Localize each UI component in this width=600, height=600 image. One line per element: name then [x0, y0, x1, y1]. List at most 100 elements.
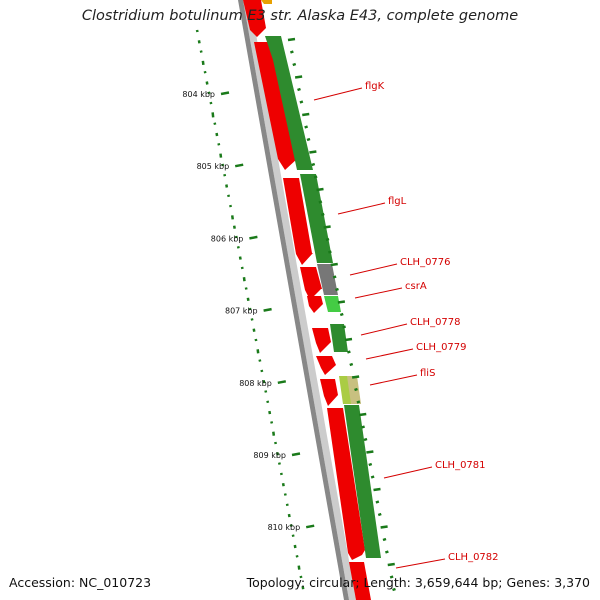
scale-tick-label: 807 kbp: [225, 307, 258, 316]
gc-tick: [248, 307, 252, 311]
outer-tick: [309, 150, 317, 154]
gene-label: flgL: [388, 196, 407, 207]
outer-tick: [342, 325, 347, 329]
gc-tick: [199, 50, 203, 53]
gc-tick: [195, 29, 199, 33]
cds-forward-6: [316, 356, 336, 375]
scale-tick: [291, 452, 301, 457]
outer-tick: [306, 137, 311, 142]
scale-tick: [263, 307, 272, 312]
accession-text: Accession: NC_010723: [9, 575, 152, 590]
genes-text: Genes: 3,370: [506, 575, 590, 590]
outer-tick: [302, 112, 310, 117]
gc-tick: [242, 277, 246, 282]
outer-tick: [387, 562, 395, 567]
gc-tick: [205, 81, 209, 85]
gc-tick: [250, 318, 254, 321]
gc-tick: [266, 400, 270, 404]
gc-tick: [240, 266, 244, 270]
gc-tick: [207, 91, 211, 95]
label-leader-line: [313, 87, 363, 101]
gc-tick: [230, 215, 234, 220]
gc-tick: [285, 503, 289, 507]
outer-tick: [354, 387, 358, 392]
cds-forward-1: [254, 42, 298, 170]
gc-tick: [276, 452, 279, 456]
gc-tick: [281, 482, 285, 487]
outer-tick: [287, 37, 296, 42]
outer-tick: [392, 587, 396, 592]
outer-tick: [330, 262, 338, 267]
scale-tick: [234, 163, 244, 168]
outer-tick: [384, 550, 389, 554]
gc-tick: [201, 60, 205, 66]
scale-tick: [249, 235, 258, 240]
gc-tick: [299, 575, 303, 579]
gc-tick: [219, 153, 223, 158]
gc-tick: [236, 245, 240, 249]
gc-tick: [272, 431, 276, 436]
gc-tick: [264, 390, 268, 393]
length-text: Length: 3,659,644 bp;: [363, 575, 503, 590]
outer-tick: [294, 75, 303, 79]
gc-tick: [213, 122, 217, 126]
outer-tick: [389, 575, 394, 579]
scale-tick-label: 805 kbp: [197, 162, 230, 171]
outer-tick: [311, 162, 316, 167]
label-leader-line: [337, 202, 386, 215]
cds-reverse-4: [344, 405, 381, 558]
label-leader-line: [360, 323, 408, 336]
cds-top-fragment-2: [261, 0, 272, 4]
gc-tick: [283, 493, 287, 496]
outer-tick: [370, 475, 375, 479]
cds-light-green: [324, 296, 341, 312]
cds-forward-5: [312, 328, 331, 353]
cds-forward-3: [300, 267, 322, 300]
gc-tick: [225, 184, 229, 188]
scale-tick-label: 806 kbp: [211, 234, 244, 243]
gc-tick: [223, 173, 227, 177]
gene-label: CLH_0778: [410, 317, 461, 328]
gc-tick: [232, 225, 236, 229]
gc-tick: [262, 379, 266, 384]
gc-tick: [301, 585, 305, 590]
gc-tick: [256, 349, 260, 354]
topology-text: Topology: circular;: [246, 575, 360, 590]
scale-tick-label: 809 kbp: [253, 451, 286, 460]
gene-label: CLH_0776: [400, 257, 451, 268]
outer-tick: [299, 100, 304, 104]
outer-tick: [382, 537, 387, 542]
outer-tick: [366, 450, 374, 454]
outer-tick: [327, 250, 332, 254]
outer-tick: [339, 312, 344, 317]
outer-tick: [335, 287, 339, 292]
gc-tick: [246, 297, 250, 302]
gene-label: CLH_0779: [416, 342, 467, 353]
label-leader-line: [383, 466, 433, 479]
gc-tick: [260, 369, 264, 373]
cds-top-fragment: [243, 0, 266, 37]
outer-tick: [325, 237, 330, 242]
cds-yellow-green-2: [347, 376, 361, 404]
label-leader-line: [365, 348, 414, 360]
scale-tick-label: 810 kbp: [268, 523, 301, 532]
gc-tick: [287, 513, 291, 518]
outer-tick: [373, 487, 381, 492]
outer-tick: [292, 62, 297, 67]
scale-tick: [305, 524, 315, 529]
backbone-line: [238, 0, 349, 600]
outer-tick: [337, 300, 346, 304]
gene-label: CLH_0781: [435, 460, 486, 471]
gc-tick: [244, 287, 248, 290]
outer-tick: [318, 200, 323, 204]
gc-tick: [279, 472, 283, 476]
gc-content-ticks: [195, 29, 305, 590]
gc-tick: [295, 554, 299, 558]
outer-tick: [346, 350, 351, 354]
scale-tick-label: 808 kbp: [239, 379, 272, 388]
outer-tick: [304, 125, 309, 129]
gc-tick: [197, 40, 201, 44]
gc-tick: [252, 328, 256, 332]
outer-tick: [323, 225, 331, 229]
